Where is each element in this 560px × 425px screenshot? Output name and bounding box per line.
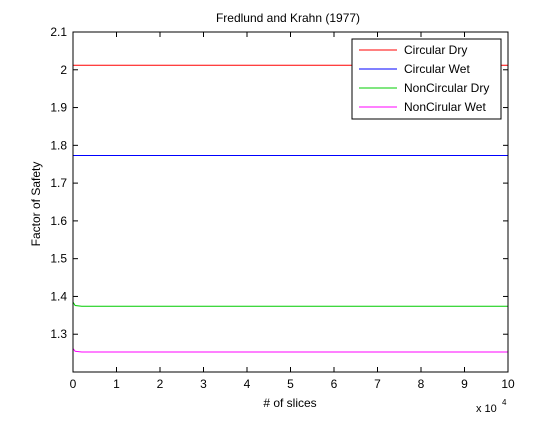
x-multiplier: x 10 4	[476, 398, 507, 415]
x-tick-label: 3	[200, 377, 207, 391]
x-tick-label: 9	[461, 377, 468, 391]
y-tick-label: 1.7	[50, 176, 67, 190]
y-axis-label: Factor of Safety	[29, 162, 43, 247]
x-axis-label: # of slices	[263, 396, 316, 410]
x-tick-label: 8	[418, 377, 425, 391]
x-tick-label: 2	[157, 377, 164, 391]
legend-label-3: NonCirular Wet	[404, 100, 486, 114]
x-multiplier-label: x 10	[476, 403, 497, 415]
x-tick-label: 10	[501, 377, 515, 391]
legend: Circular Dry Circular Wet NonCircular Dry N…	[351, 38, 502, 120]
y-axis: 1.3 1.4 1.5 1.6 1.7 1.8 1.9 2 2.1	[50, 25, 508, 341]
legend-items: Circular Dry Circular Wet NonCircular Dry N…	[359, 43, 489, 114]
x-multiplier-exponent: 4	[502, 398, 507, 407]
x-tick-label: 4	[244, 377, 251, 391]
series-line-3	[72, 348, 508, 353]
chart-title: Fredlund and Krahn (1977)	[216, 11, 360, 25]
legend-label-0: Circular Dry	[404, 43, 467, 57]
y-tick-label: 1.4	[50, 289, 67, 303]
y-tick-label: 2	[60, 63, 67, 77]
y-tick-label: 1.6	[50, 214, 67, 228]
y-tick-label: 1.9	[50, 101, 67, 115]
legend-label-2: NonCircular Dry	[404, 81, 489, 95]
x-tick-label: 1	[113, 377, 120, 391]
x-tick-label: 6	[331, 377, 338, 391]
y-tick-label: 1.8	[50, 138, 67, 152]
y-tick-label: 2.1	[50, 25, 67, 39]
legend-label-1: Circular Wet	[404, 62, 470, 76]
series-group	[72, 64, 508, 353]
legend-box	[351, 38, 502, 120]
x-tick-label: 7	[374, 377, 381, 391]
x-tick-label: 0	[70, 377, 77, 391]
y-tick-label: 1.5	[50, 252, 67, 266]
series-line-2	[72, 301, 508, 307]
y-tick-label: 1.3	[50, 327, 67, 341]
x-tick-label: 5	[287, 377, 294, 391]
x-axis: 0 1 2 3 4 5 6 7 8 9 10	[70, 32, 515, 391]
